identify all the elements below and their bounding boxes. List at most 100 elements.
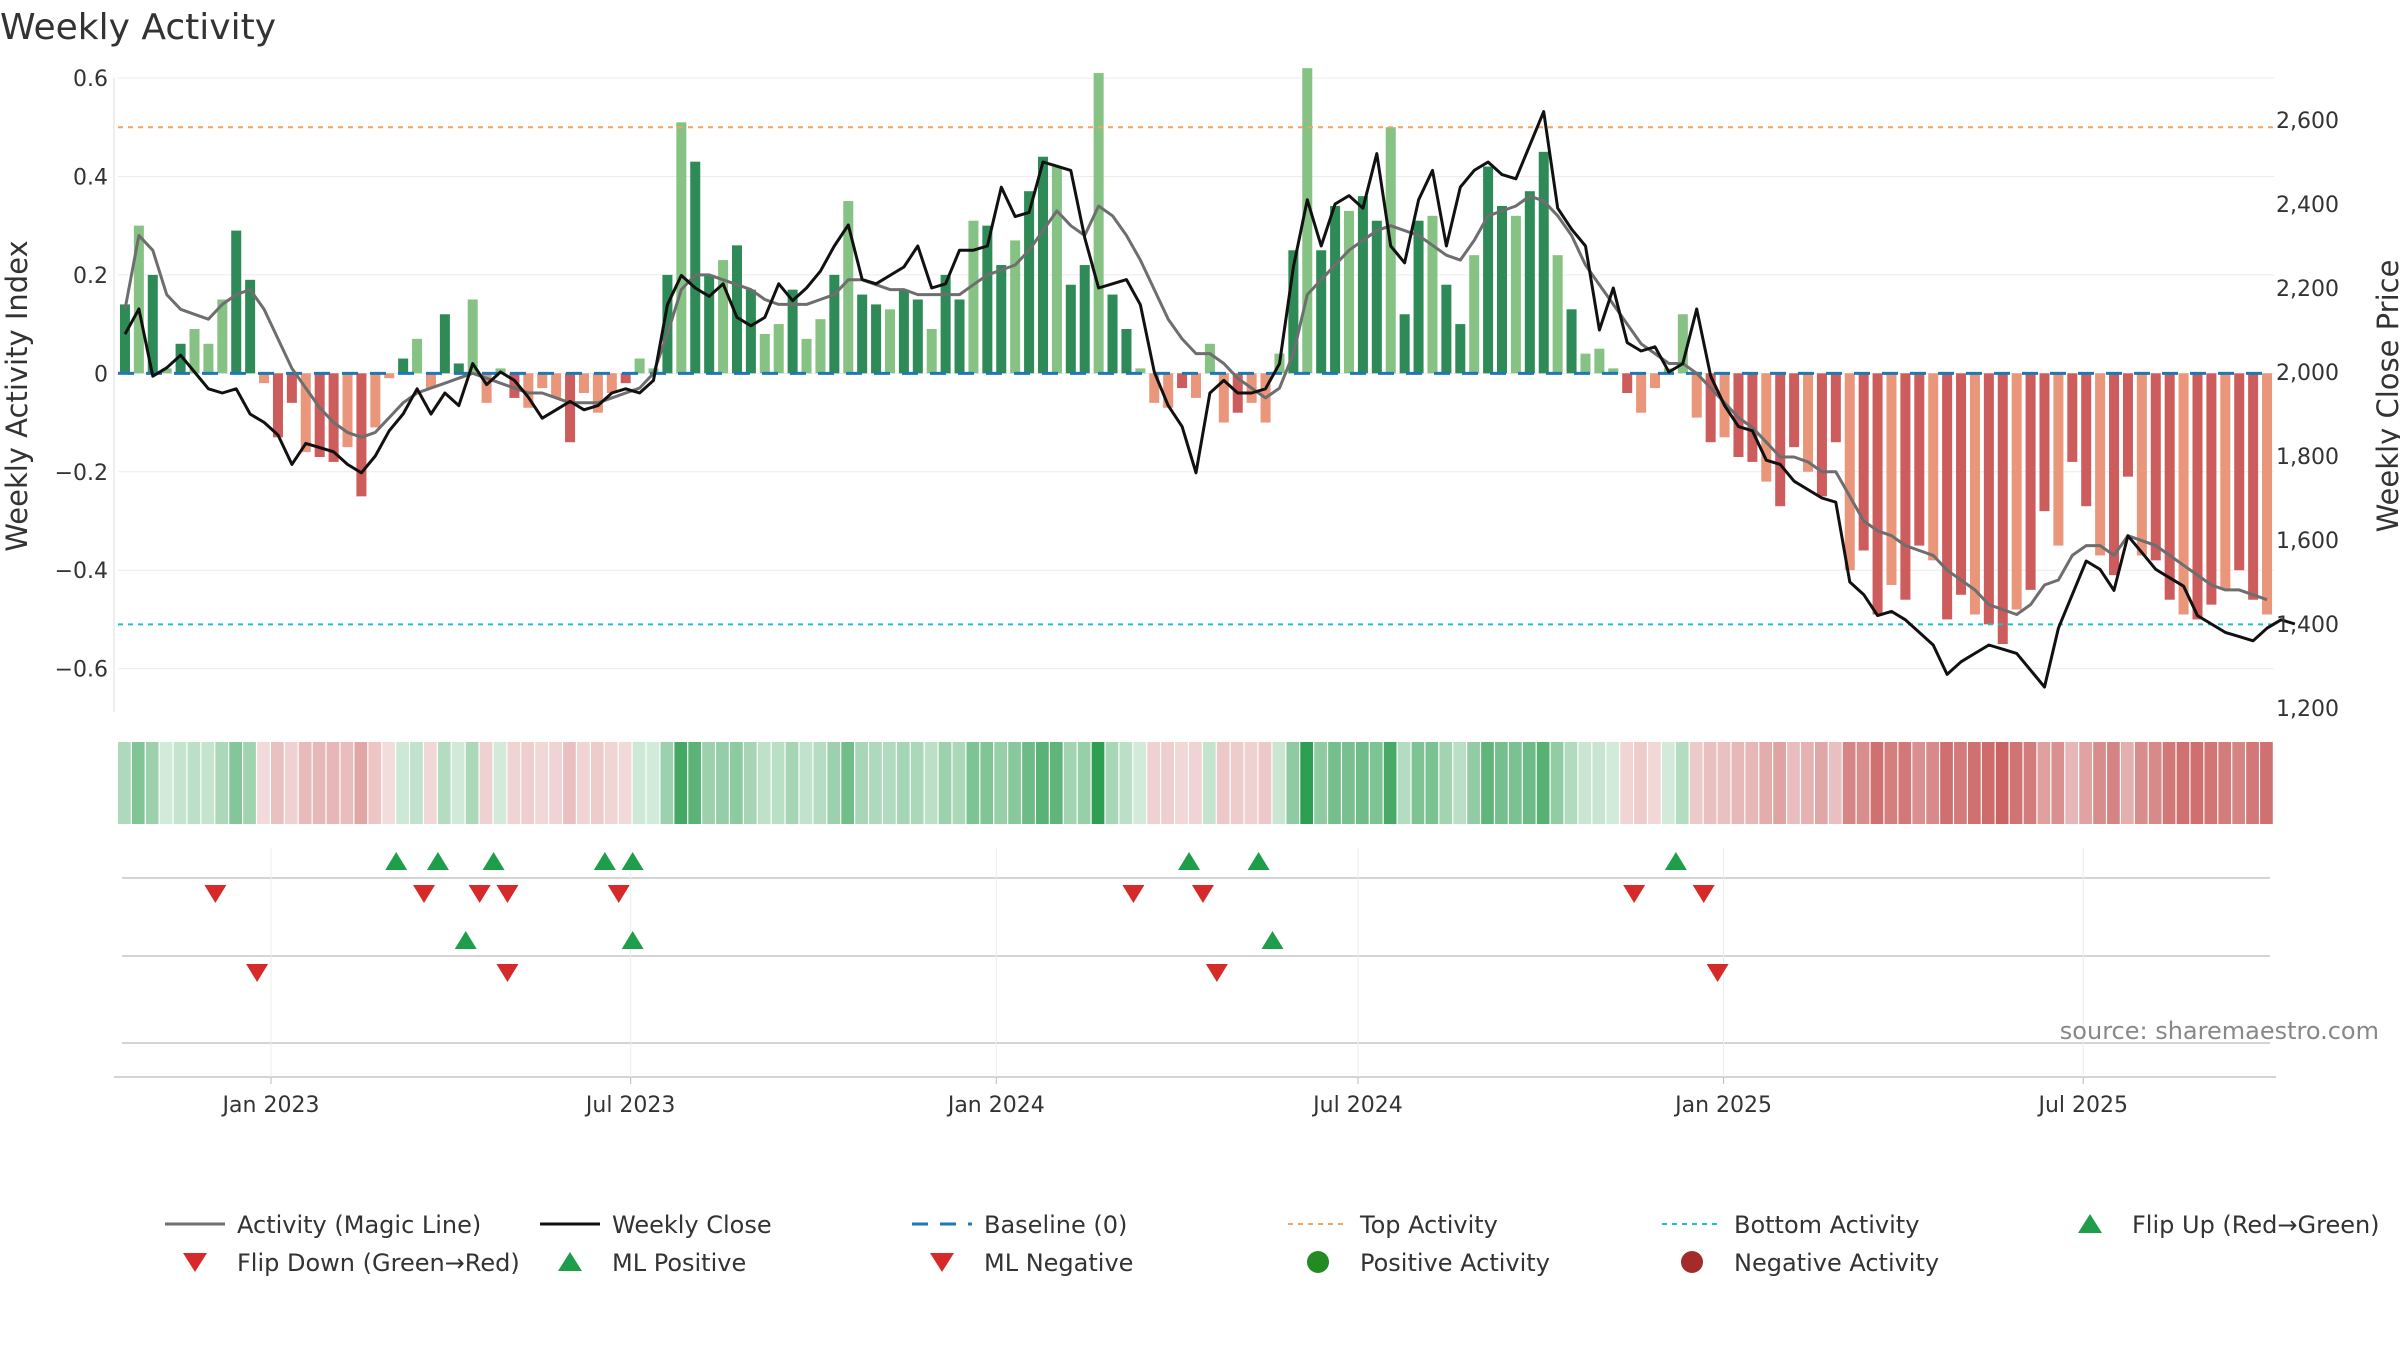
flip-down-marker xyxy=(468,885,491,903)
activity-bar xyxy=(509,373,520,398)
activity-bar xyxy=(259,373,270,384)
heat-cell xyxy=(660,742,674,824)
activity-bar xyxy=(2095,373,2106,556)
activity-bar xyxy=(2164,373,2175,600)
flip-down-marker xyxy=(1623,885,1646,903)
activity-bar xyxy=(745,289,756,374)
activity-bar xyxy=(1051,166,1062,374)
heat-cell xyxy=(1634,742,1647,824)
heat-cell xyxy=(1328,742,1341,824)
activity-bar xyxy=(2053,373,2064,546)
activity-bar xyxy=(1580,353,1591,374)
activity-bar xyxy=(1288,250,1299,374)
activity-bar xyxy=(1872,373,1883,615)
activity-bar xyxy=(704,274,715,374)
reference-lines xyxy=(118,126,2274,626)
heat-cell xyxy=(716,742,729,824)
heat-cell xyxy=(1550,742,1564,824)
heat-cell xyxy=(799,742,813,824)
activity-bar xyxy=(690,161,701,374)
flip-down-marker xyxy=(1191,885,1214,903)
activity-bar xyxy=(982,225,993,374)
activity-bar xyxy=(1121,329,1132,374)
heat-cell xyxy=(757,742,771,824)
heat-cell xyxy=(1453,742,1467,824)
heat-cell xyxy=(437,742,451,824)
y2-tick-label: 2,600 xyxy=(2276,109,2339,134)
heat-cell xyxy=(1133,742,1147,824)
flip-down-marker xyxy=(413,885,436,903)
legend-label: ML Positive xyxy=(612,1249,746,1277)
heat-cell xyxy=(1926,742,1939,824)
heat-cell xyxy=(577,742,590,824)
heat-cell xyxy=(1578,742,1592,824)
y-tick-label: −0.2 xyxy=(55,461,108,486)
weekly-close-line xyxy=(123,110,2296,689)
activity-bar xyxy=(1497,205,1508,374)
ml-positive-marker xyxy=(454,931,477,949)
activity-bar xyxy=(1789,373,1800,448)
heat-cell xyxy=(813,742,827,824)
activity-bar xyxy=(467,299,478,374)
heat-cell xyxy=(841,742,855,824)
activity-bar xyxy=(1608,368,1619,374)
heat-cell xyxy=(2190,742,2204,824)
legend-swatch xyxy=(183,1253,207,1272)
legend-label: Negative Activity xyxy=(1734,1249,1939,1277)
heat-cell xyxy=(326,742,340,824)
activity-bar xyxy=(1399,314,1410,374)
activity-bar xyxy=(1830,373,1841,443)
activity-bar xyxy=(1594,348,1605,374)
heat-cell xyxy=(535,742,548,824)
y-tick-label: 0 xyxy=(94,362,108,387)
ml-negative-marker xyxy=(1205,964,1228,982)
source-label: source: sharemaestro.com xyxy=(2060,1017,2379,1045)
heat-cell xyxy=(312,742,326,824)
activity-bar xyxy=(1302,68,1313,374)
heat-cell xyxy=(1606,742,1620,824)
heat-cell xyxy=(2009,742,2023,824)
heat-cell xyxy=(827,742,841,824)
activity-bar xyxy=(1385,127,1396,374)
activity-bar xyxy=(968,220,979,374)
heat-cell xyxy=(1495,742,1508,824)
activity-bar xyxy=(175,343,186,374)
heat-cell xyxy=(771,742,785,824)
heat-cell xyxy=(1022,742,1035,824)
activity-bars xyxy=(119,68,2273,645)
activity-bar xyxy=(718,260,729,374)
heat-cell xyxy=(368,742,382,824)
activity-bar xyxy=(1024,191,1035,374)
activity-bar xyxy=(398,358,409,374)
activity-bar xyxy=(1803,373,1814,472)
heat-cell xyxy=(1787,742,1800,824)
activity-bar xyxy=(1163,373,1174,408)
heat-cell xyxy=(632,742,646,824)
heat-cell xyxy=(1397,742,1411,824)
heat-cell xyxy=(2246,742,2259,824)
heat-cell xyxy=(938,742,952,824)
legend-label: Flip Down (Green→Red) xyxy=(237,1249,520,1277)
legend-label: Top Activity xyxy=(1359,1211,1498,1239)
activity-bar xyxy=(1455,324,1466,374)
activity-bar xyxy=(203,343,214,374)
heat-cell xyxy=(1119,742,1133,824)
heat-cell xyxy=(2134,742,2148,824)
heat-cell xyxy=(2079,742,2092,824)
y-tick-label: 0.2 xyxy=(73,264,108,289)
heat-cell xyxy=(1425,742,1439,824)
heat-cell xyxy=(1828,742,1842,824)
activity-bar xyxy=(1983,373,1994,625)
activity-bar xyxy=(1204,343,1215,374)
activity-bar xyxy=(1914,373,1925,546)
heat-cell xyxy=(1564,742,1578,824)
heat-cell xyxy=(1940,742,1953,824)
activity-bar xyxy=(1552,255,1563,374)
heat-cell xyxy=(730,742,743,824)
activity-bar xyxy=(1928,373,1939,561)
heat-cell xyxy=(1189,742,1202,824)
heat-cell xyxy=(1954,742,1967,824)
activity-bar xyxy=(1677,314,1688,374)
activity-bar xyxy=(1775,373,1786,507)
